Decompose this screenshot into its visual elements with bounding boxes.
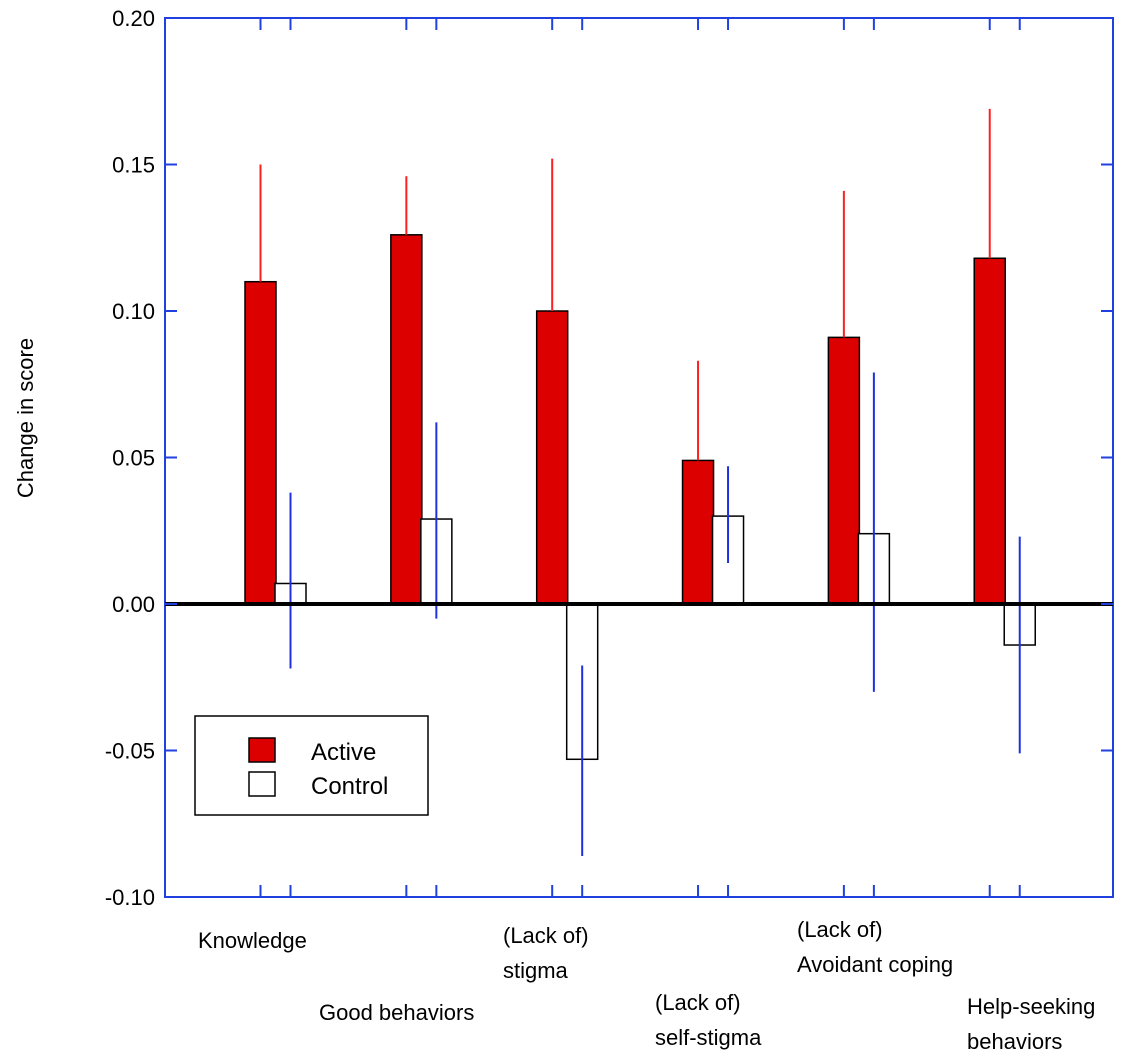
y-tick-label: 0.05 xyxy=(112,446,155,471)
y-tick-label: -0.05 xyxy=(105,739,155,764)
legend-swatch-control xyxy=(248,771,276,797)
category-label: Help-seeking xyxy=(967,994,1095,1019)
category-label: Knowledge xyxy=(198,928,307,953)
category-label: Avoidant coping xyxy=(797,952,953,977)
y-axis-title: Change in score xyxy=(13,338,38,498)
y-tick-label: 0.00 xyxy=(112,592,155,617)
category-label: Good behaviors xyxy=(319,1000,474,1025)
category-label: stigma xyxy=(503,958,569,983)
y-tick-label: 0.10 xyxy=(112,299,155,324)
legend-label-control: Control xyxy=(311,773,388,800)
y-tick-label: -0.10 xyxy=(105,885,155,910)
bar-active xyxy=(681,459,715,605)
error-bars-layer xyxy=(259,108,1021,856)
y-tick-label: 0.20 xyxy=(112,6,155,31)
legend: Active Control xyxy=(194,715,429,816)
category-label: (Lack of) xyxy=(503,923,589,948)
legend-box xyxy=(194,715,429,816)
category-label: self-stigma xyxy=(655,1025,762,1050)
bar-active xyxy=(973,257,1006,605)
category-label: (Lack of) xyxy=(655,990,741,1015)
x-axis: Knowledge Good behaviors (Lack of) stigma (L… xyxy=(198,18,1095,1054)
bars-layer xyxy=(244,234,1036,761)
category-label: (Lack of) xyxy=(797,917,883,942)
bar-active xyxy=(390,234,423,605)
bar-active xyxy=(827,336,861,605)
legend-swatch-active xyxy=(248,737,276,763)
y-tick-label: 0.15 xyxy=(112,153,155,178)
bar-active xyxy=(244,280,277,605)
category-label: behaviors xyxy=(967,1029,1062,1054)
bar-active xyxy=(535,310,569,605)
legend-label-active: Active xyxy=(311,739,376,766)
y-axis: -0.10 -0.05 0.00 0.05 0.10 0.15 0.20 xyxy=(105,6,1113,910)
